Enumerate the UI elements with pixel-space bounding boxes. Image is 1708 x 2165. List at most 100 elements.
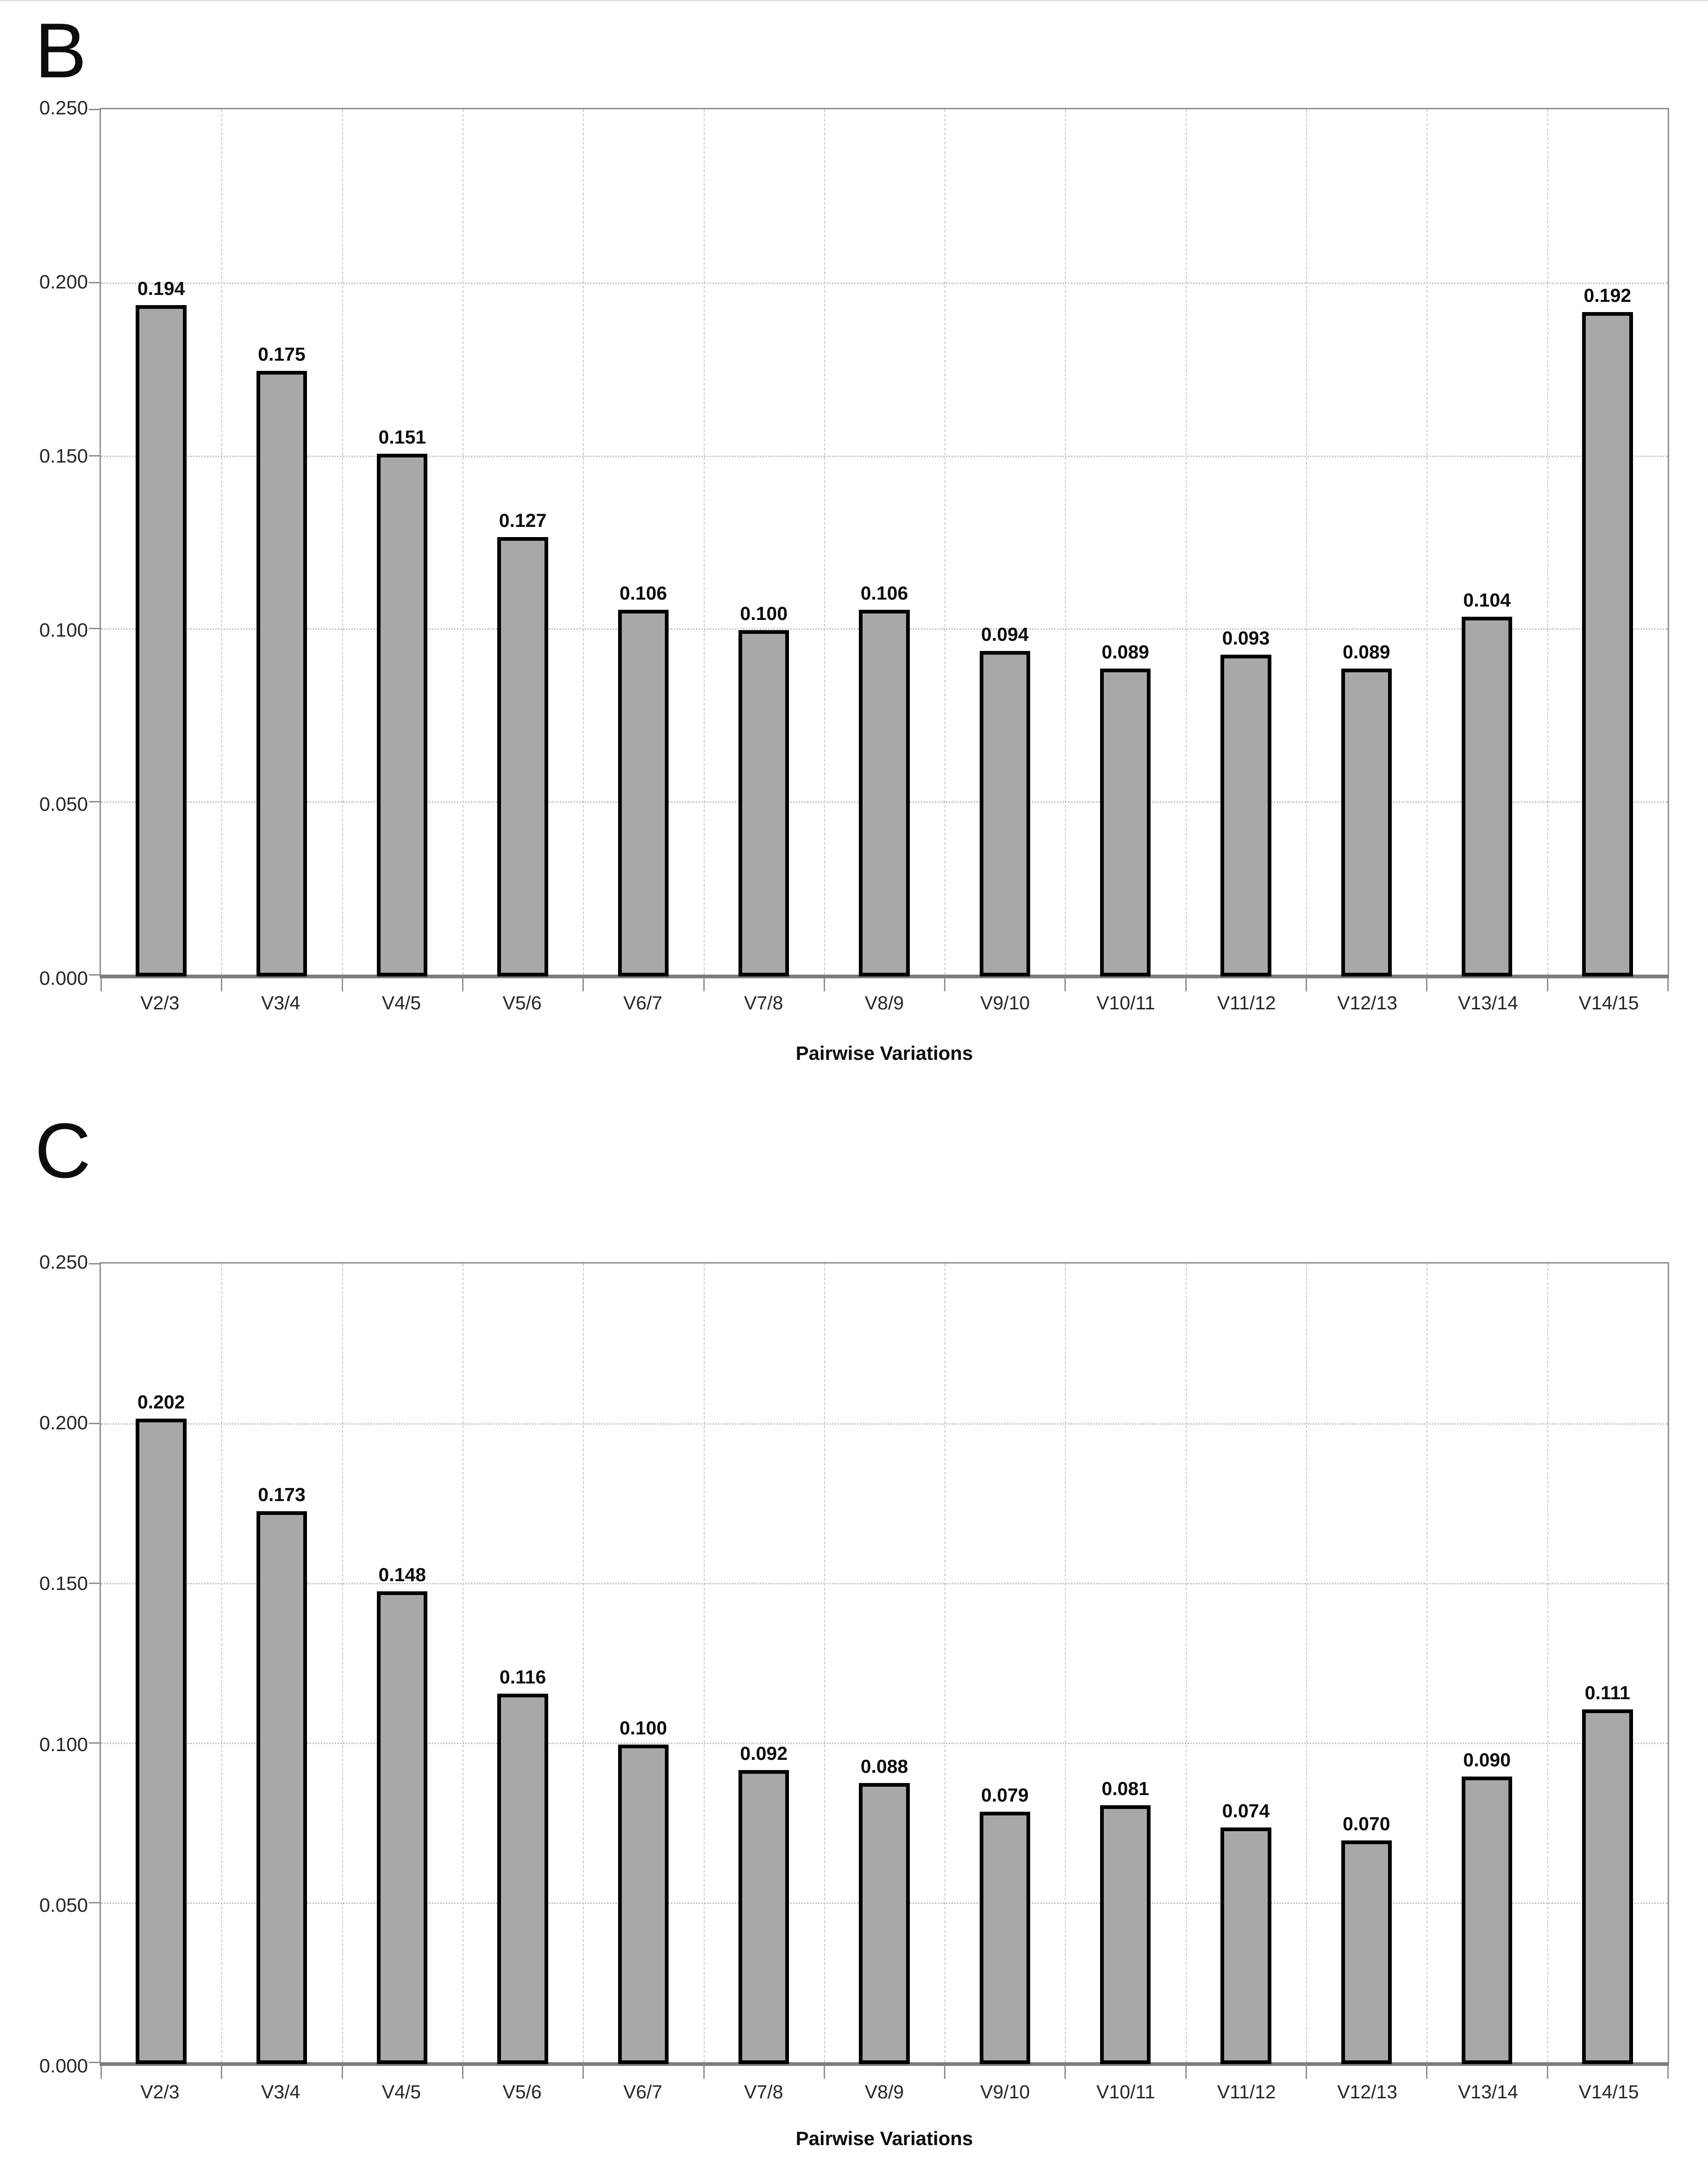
bar [1220,1827,1271,2064]
bar [1461,1777,1513,2064]
bar [1341,668,1392,976]
x-tick-mark [944,977,946,991]
panel-c-y-axis: 0.250 0.200 0.150 0.100 0.050 0.000 [0,1252,88,2076]
bar [1100,668,1151,976]
y-tick-label: 0.150 [39,1572,88,1595]
bar [136,305,187,976]
bar [256,1511,307,2064]
x-tick-label: V3/4 [261,992,300,1014]
x-tick-label: V8/9 [864,992,904,1014]
vertical-gridline [1185,109,1187,975]
panel-c: C 0.250 0.200 0.150 0.100 0.050 0.000 0.202 0.… [0,1080,1708,2165]
bar-group-V8/9: 0.106 [824,109,945,976]
vertical-gridline [1426,109,1428,975]
bar [497,537,548,976]
bar-value-label: 0.202 [137,1391,185,1413]
bar-group-V3/4: 0.173 [221,1264,342,2064]
bar [1100,1805,1151,2064]
bar-value-label: 0.104 [1463,589,1511,611]
x-tick-mark [1667,2065,1669,2079]
vertical-gridline [342,1264,343,2062]
bar-value-label: 0.192 [1583,284,1632,306]
horizontal-gridline [101,282,1668,284]
x-tick-label: V14/15 [1578,992,1639,1014]
y-tick-label: 0.150 [39,445,88,467]
y-tick-mark [89,1423,101,1424]
y-tick-label: 0.050 [39,793,88,815]
x-tick-mark [462,2065,463,2079]
bar-value-label: 0.127 [499,509,547,531]
bar [1220,654,1271,976]
y-tick-mark [89,455,101,457]
x-tick-mark [1064,977,1066,991]
bar [618,609,669,976]
horizontal-gridline [101,1743,1668,1744]
y-tick-mark [89,974,101,976]
y-tick-mark [89,1583,101,1584]
bar [859,609,910,976]
bar-group-V11/12: 0.074 [1186,1264,1306,2064]
vertical-gridline [1547,109,1548,975]
bar-value-label: 0.088 [860,1755,908,1777]
vertical-gridline [1185,1264,1187,2062]
x-tick-mark [1426,977,1428,991]
bar-group-V6/7: 0.100 [583,1264,703,2064]
x-tick-mark [1185,977,1187,991]
bar-group-V10/11: 0.081 [1065,1264,1186,2064]
bar-group-V4/5: 0.148 [342,1264,463,2064]
bar-group-V7/8: 0.092 [704,1264,824,2064]
x-tick-mark [582,977,584,991]
x-tick-label: V13/14 [1458,992,1518,1014]
y-tick-mark [89,1742,101,1744]
x-tick-label: V4/5 [382,2081,421,2102]
vertical-gridline [1306,1264,1308,2062]
vertical-gridline [1426,1264,1428,2062]
x-tick-label: V2/3 [140,992,180,1014]
vertical-gridline [221,1264,223,2062]
bar [979,651,1030,976]
y-tick-mark [89,1263,101,1264]
x-tick-label: V5/6 [502,2081,542,2102]
x-tick-mark [1064,2065,1066,2079]
x-tick-mark [1667,977,1669,991]
x-tick-label: V12/13 [1337,992,1398,1014]
x-tick-mark [1426,2065,1428,2079]
y-tick-mark [89,282,101,283]
bar-group-V13/14: 0.090 [1426,1264,1547,2064]
y-tick-label: 0.100 [39,619,88,641]
bar [738,630,789,976]
x-tick-mark [944,2065,946,2079]
vertical-gridline [824,109,825,975]
bar-group-V6/7: 0.106 [583,109,703,976]
x-tick-label: V10/11 [1096,2081,1155,2102]
panel-b-letter: B [35,7,87,94]
x-tick-label: V7/8 [744,992,783,1014]
x-tick-label: V11/12 [1217,992,1276,1014]
vertical-gridline [824,1264,825,2062]
bar-group-V9/10: 0.094 [945,109,1065,976]
bar-group-V14/15: 0.111 [1547,1264,1668,2064]
y-tick-mark [89,109,101,110]
x-tick-mark [703,977,705,991]
panel-c-x-axis-labels: V2/3 V3/4 V4/5 V5/6 V6/7 V7/8 V8/9 V9/10 V10/11 V… [100,2081,1669,2103]
vertical-gridline [1065,1264,1066,2062]
bar-group-V14/15: 0.192 [1547,109,1668,976]
panel-b-y-axis: 0.250 0.200 0.150 0.100 0.050 0.000 [0,98,88,988]
bar-value-label: 0.094 [981,624,1029,645]
panel-b-plot-area: 0.194 0.175 0.151 0.127 0.106 0.100 0.106 0.094… [89,108,1669,991]
panel-b-x-axis-title: Pairwise Variations [795,1042,973,1064]
x-tick-mark [221,977,223,991]
panel-c-bars: 0.202 0.173 0.148 0.116 0.100 0.092 0.088 0.079… [101,1264,1668,2064]
bar-value-label: 0.175 [258,343,306,365]
y-tick-mark [89,628,101,630]
bar-value-label: 0.111 [1584,1682,1630,1704]
bar-value-label: 0.070 [1342,1813,1390,1834]
x-tick-mark [462,977,463,991]
bar-group-V2/3: 0.202 [101,1264,221,2064]
y-tick-label: 0.200 [39,1412,88,1434]
vertical-gridline [1306,109,1308,975]
y-tick-label: 0.000 [39,2055,88,2077]
bar-value-label: 0.089 [1101,641,1149,663]
bar-group-V8/9: 0.088 [824,1264,945,2064]
bar-group-V5/6: 0.116 [463,1264,583,2064]
